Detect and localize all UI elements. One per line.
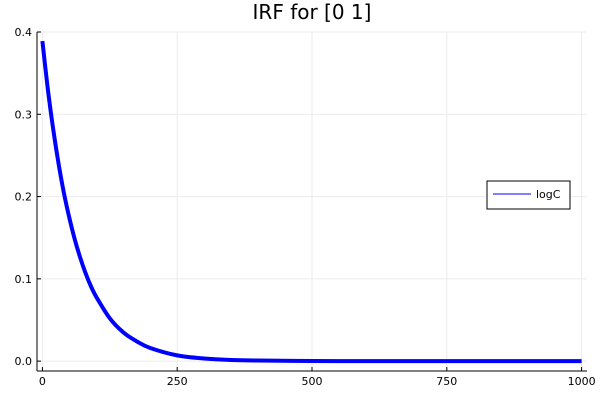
legend-box [486,180,571,210]
x-tick-label: 500 [302,375,323,388]
x-tick-label: 250 [167,375,188,388]
x-tick-label: 1000 [568,375,596,388]
series-line-logC [40,40,582,364]
legend: logC [486,180,571,210]
tick-labels: 0 250 500 750 1000 0.0 0.1 0.2 0.3 0.4 [15,26,596,388]
y-tick-label: 0.4 [15,26,33,39]
series-lines [40,40,582,364]
y-tick-label: 0.0 [15,355,33,368]
x-tick-label: 750 [436,375,457,388]
plot-axes [36,31,587,372]
y-tick-label: 0.1 [15,273,33,286]
y-tick-label: 0.3 [15,108,33,121]
legend-label-logC: logC [536,188,561,201]
y-tick-label: 0.2 [15,191,33,204]
chart-title: IRF for [0 1] [253,0,372,24]
x-tick-label: 0 [39,375,46,388]
